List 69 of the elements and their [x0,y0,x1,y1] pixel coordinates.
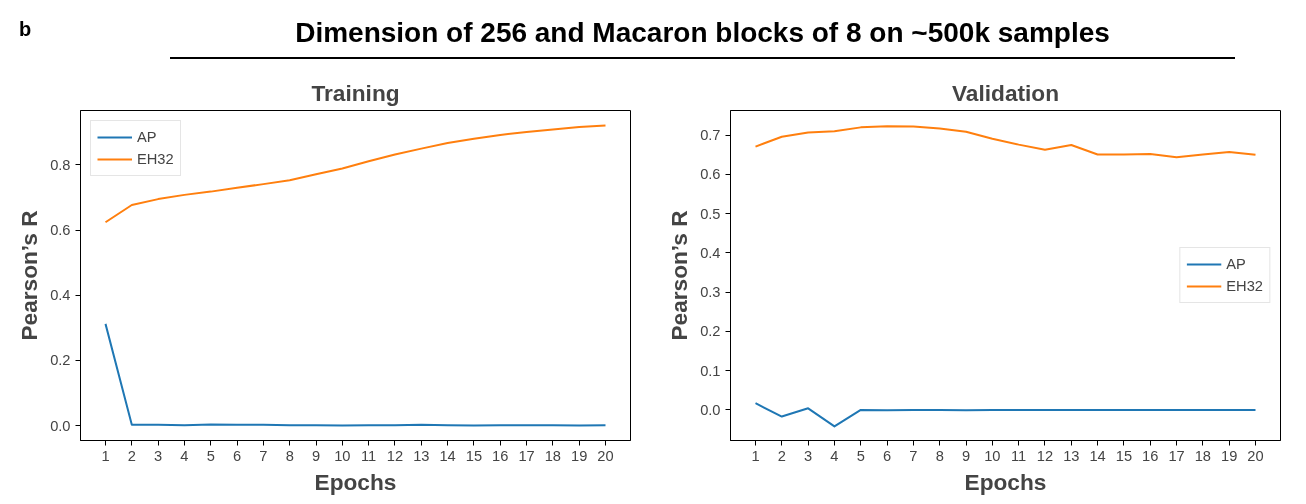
x-tick-label: 18 [1194,447,1212,464]
x-tick-label: 14 [439,447,456,464]
x-tick-label: 17 [518,447,535,464]
x-tick-label: 4 [830,447,839,464]
x-tick-label: 6 [233,447,242,464]
y-tick-label: 0.4 [700,244,721,261]
x-tick-label: 1 [751,447,760,464]
x-tick-label: 9 [961,447,971,464]
line-series [104,124,607,224]
x-tick-label: 19 [571,447,588,464]
x-tick-label: 13 [1063,447,1080,464]
x-tick-label: 4 [180,447,189,464]
x-tick-label: 11 [1011,447,1027,464]
x-tick-label: 10 [334,447,351,464]
x-tick-label: 15 [1115,447,1133,464]
x-tick-label: 17 [1168,447,1185,464]
y-tick-label: 0.6 [700,166,721,183]
legend-label: AP [137,129,157,145]
x-tick-label: 16 [492,447,509,464]
x-tick-label: 7 [259,447,268,464]
y-tick-label: 0.2 [700,323,721,340]
x-tick-label: 5 [206,447,215,464]
text: b [19,17,32,42]
x-tick-label: 1 [101,447,110,464]
y-tick-label: 0.1 [700,362,721,379]
y-tick-label: 0.6 [50,222,71,239]
y-tick-label: 0.7 [700,127,721,144]
chart-title: Training [311,79,400,106]
legend-label: AP [1226,256,1247,272]
legend-label: EH32 [1226,278,1263,294]
x-tick-label: 10 [984,447,1001,464]
x-tick-label: 7 [909,447,918,464]
x-tick-label: 15 [465,447,483,464]
y-tick-label: 0.2 [50,352,71,369]
x-tick-label: 8 [935,447,944,464]
x-tick-label: 20 [597,447,614,464]
x-tick-label: 18 [544,447,562,464]
line-series [104,322,607,427]
y-tick-label: 0.3 [700,284,721,301]
x-tick-label: 14 [1089,447,1106,464]
line-series [754,402,1257,428]
x-axis-title: Epochs [964,468,1047,495]
y-tick-label: 0.4 [50,287,71,304]
y-tick-label: 0.0 [50,417,71,434]
x-tick-label: 2 [777,447,786,464]
x-tick-label: 8 [285,447,294,464]
line-series [754,125,1257,159]
x-tick-label: 12 [386,447,404,464]
x-tick-label: 13 [413,447,430,464]
x-tick-label: 2 [127,447,136,464]
y-tick-label: 0.5 [700,205,721,222]
x-tick-label: 16 [1142,447,1159,464]
x-tick-label: 12 [1036,447,1054,464]
x-axis-title: Epochs [314,468,397,495]
x-tick-label: 9 [311,447,321,464]
x-tick-label: 6 [883,447,892,464]
chart-title: Validation [952,79,1060,106]
y-axis-title: Pearson’s R [666,210,693,341]
legend-label: EH32 [137,151,174,167]
y-tick-label: 0.8 [50,156,71,173]
y-tick-label: 0.0 [700,401,721,418]
text: Dimension of 256 and Macaron blocks of 8 on ~500k samples [170,13,1235,59]
x-tick-label: 3 [154,447,163,464]
x-tick-label: 3 [804,447,813,464]
y-axis-title: Pearson’s R [16,210,43,341]
x-tick-label: 20 [1247,447,1264,464]
x-tick-label: 5 [856,447,865,464]
x-tick-label: 11 [361,447,377,464]
x-tick-label: 19 [1221,447,1238,464]
